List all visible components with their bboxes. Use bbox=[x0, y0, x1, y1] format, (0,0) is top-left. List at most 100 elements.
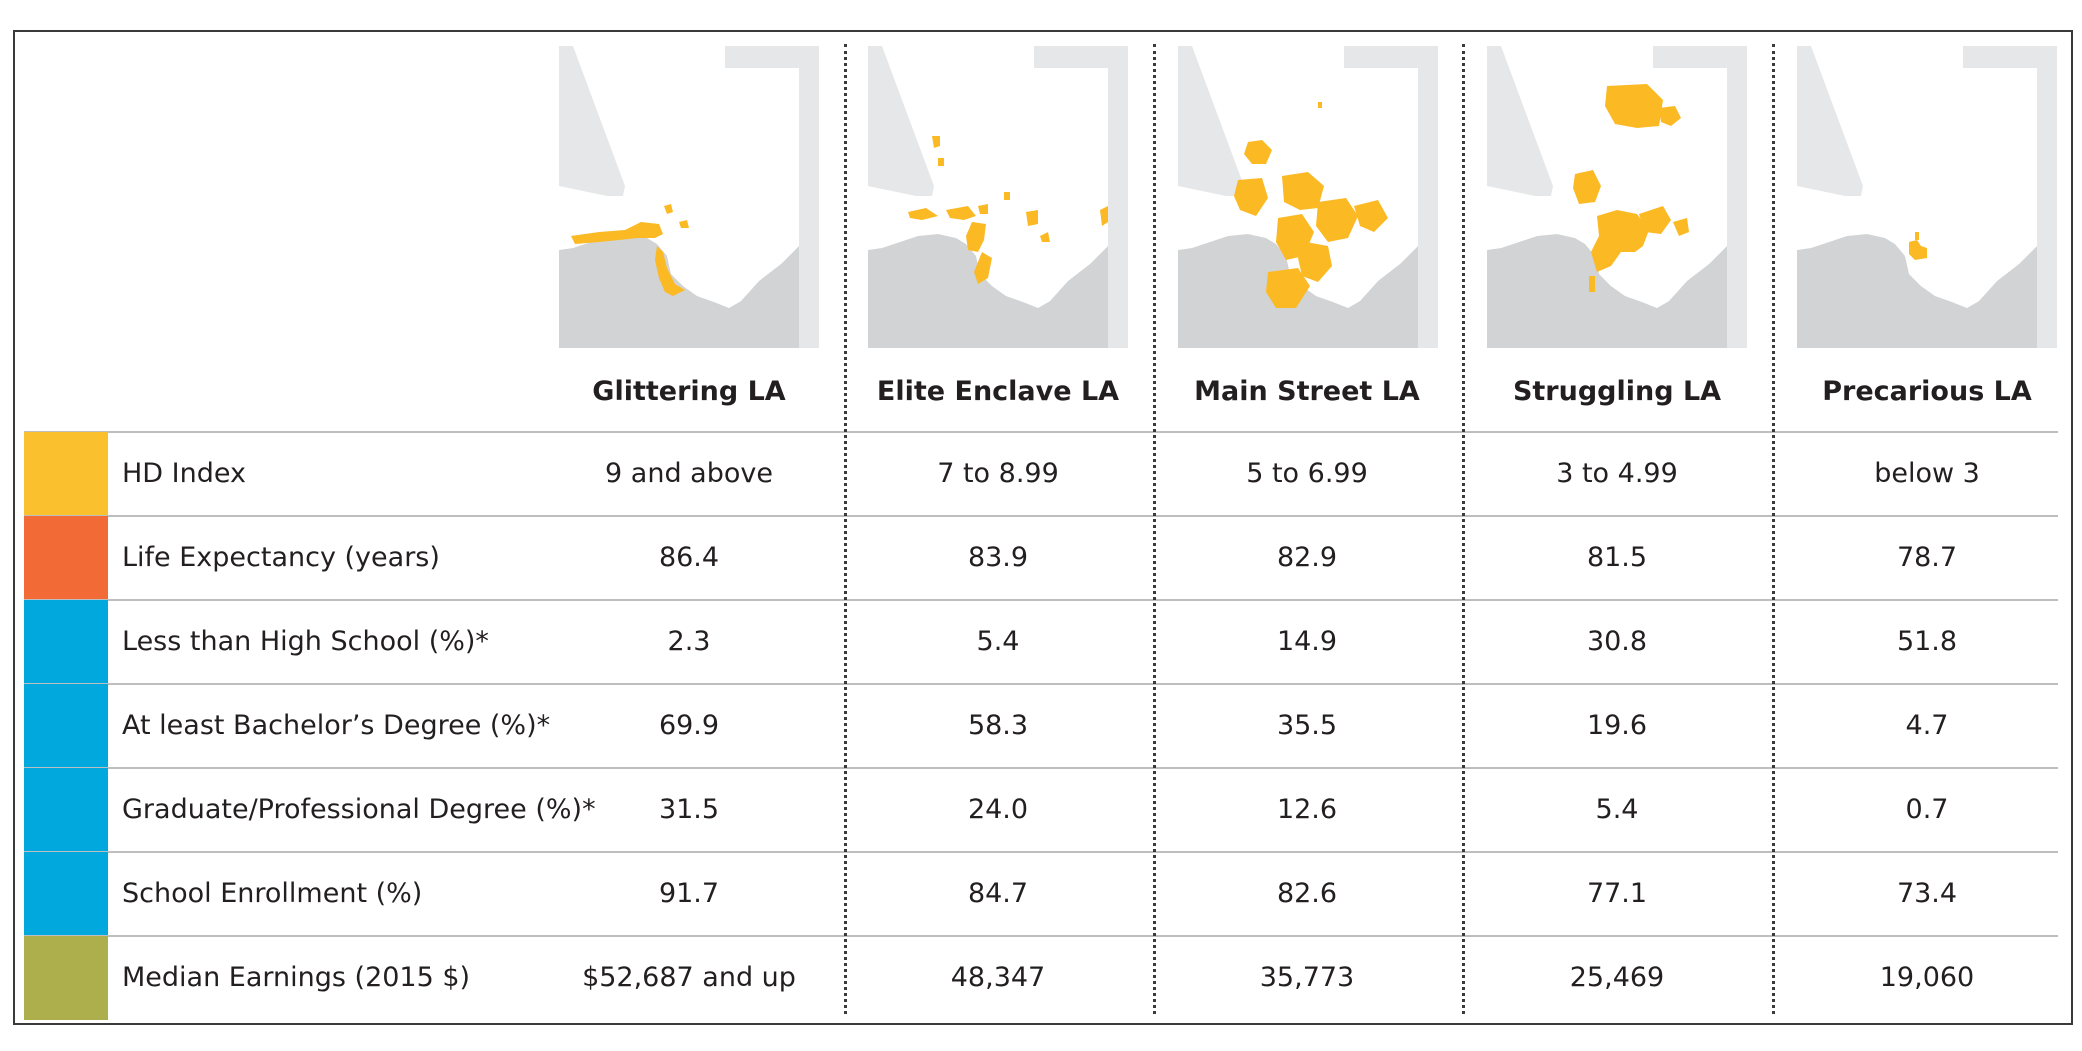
row-divider bbox=[24, 935, 2058, 937]
table-cell: 7 to 8.99 bbox=[937, 458, 1059, 489]
highlight-region bbox=[1026, 210, 1038, 226]
row-color-swatch bbox=[24, 852, 108, 936]
ocean-area bbox=[1797, 234, 2037, 348]
table-cell: 5.4 bbox=[1595, 794, 1639, 825]
highlight-region bbox=[1639, 206, 1671, 234]
table-cell: 3 to 4.99 bbox=[1556, 458, 1678, 489]
column-header: Precarious LA bbox=[1822, 376, 2032, 407]
column-divider bbox=[844, 44, 847, 1014]
highlight-region bbox=[1298, 242, 1332, 282]
highlight-region bbox=[908, 208, 938, 220]
column-divider bbox=[1462, 44, 1465, 1014]
column-divider bbox=[1153, 44, 1156, 1014]
table-row: Graduate/Professional Degree (%)* 31.5 24.… bbox=[24, 768, 2058, 852]
la-county-map-elite-enclave bbox=[868, 46, 1128, 348]
highlight-region bbox=[1282, 172, 1324, 210]
highlight-region bbox=[938, 158, 944, 166]
row-divider bbox=[24, 767, 2058, 769]
map-svg bbox=[559, 46, 799, 348]
table-cell: 30.8 bbox=[1586, 626, 1648, 657]
column-header: Main Street LA bbox=[1194, 376, 1420, 407]
highlight-region bbox=[1673, 218, 1689, 236]
highlight-region bbox=[978, 204, 988, 214]
table-cell: 35.5 bbox=[1276, 710, 1338, 741]
column-header: Struggling LA bbox=[1512, 376, 1722, 407]
table-cell: 31.5 bbox=[658, 794, 720, 825]
row-divider bbox=[24, 683, 2058, 685]
table-cell: 69.9 bbox=[658, 710, 720, 741]
highlight-region bbox=[1659, 106, 1681, 126]
map-svg bbox=[1797, 46, 2037, 348]
column-header: Glittering LA bbox=[592, 376, 786, 407]
table-cell: $52,687 and up bbox=[582, 962, 796, 993]
table-cell: below 3 bbox=[1874, 458, 1980, 489]
highlight-region bbox=[1605, 84, 1663, 128]
table-cell: 24.0 bbox=[967, 794, 1029, 825]
table-cell: 14.9 bbox=[1276, 626, 1338, 657]
row-color-swatch bbox=[24, 432, 108, 516]
map-svg bbox=[1178, 46, 1418, 348]
row-color-swatch bbox=[24, 936, 108, 1020]
table-cell: 77.1 bbox=[1586, 878, 1648, 909]
county-land bbox=[868, 46, 1108, 308]
row-label: Graduate/Professional Degree (%)* bbox=[122, 794, 596, 825]
highlight-region bbox=[1589, 276, 1595, 292]
table-cell: 78.7 bbox=[1896, 542, 1958, 573]
row-color-swatch bbox=[24, 684, 108, 768]
table-row: Less than High School (%)* 2.3 5.4 14.9 30.8… bbox=[24, 600, 2058, 684]
column-header: Elite Enclave LA bbox=[876, 376, 1120, 407]
table-cell: 58.3 bbox=[967, 710, 1029, 741]
highlight-region bbox=[1234, 178, 1268, 216]
row-divider bbox=[24, 851, 2058, 853]
table-cell: 9 and above bbox=[605, 458, 773, 489]
row-label: Median Earnings (2015 $) bbox=[122, 962, 471, 993]
la-county-map-precarious bbox=[1797, 46, 2057, 348]
highlight-region bbox=[1100, 206, 1108, 226]
row-label: Less than High School (%)* bbox=[122, 626, 489, 657]
highlight-region bbox=[679, 220, 689, 228]
highlight-region bbox=[946, 206, 976, 220]
row-label: At least Bachelor’s Degree (%)* bbox=[122, 710, 551, 741]
table-cell: 83.9 bbox=[967, 542, 1029, 573]
map-svg bbox=[1487, 46, 1727, 348]
la-county-map-struggling bbox=[1487, 46, 1747, 348]
county-land bbox=[559, 46, 799, 308]
highlight-region bbox=[1266, 268, 1310, 308]
table-row: School Enrollment (%) 91.7 84.7 82.6 77.1 73.… bbox=[24, 852, 2058, 936]
ocean-area bbox=[1487, 234, 1727, 348]
table-cell: 4.7 bbox=[1905, 710, 1949, 741]
row-color-swatch bbox=[24, 768, 108, 852]
table-cell: 35,773 bbox=[1259, 962, 1355, 993]
table-row: At least Bachelor’s Degree (%)* 69.9 58.3 3… bbox=[24, 684, 2058, 768]
table-cell: 81.5 bbox=[1586, 542, 1648, 573]
map-svg bbox=[868, 46, 1108, 348]
highlight-region bbox=[1573, 170, 1601, 204]
table-cell: 5 to 6.99 bbox=[1246, 458, 1368, 489]
highlight-region bbox=[1591, 210, 1649, 272]
table-cell: 86.4 bbox=[658, 542, 720, 573]
table-cell: 73.4 bbox=[1896, 878, 1958, 909]
table-cell: 25,469 bbox=[1569, 962, 1665, 993]
highlight-region bbox=[1915, 232, 1919, 240]
table-row: HD Index 9 and above 7 to 8.99 5 to 6.99 3 t… bbox=[24, 432, 2058, 516]
table-cell: 82.9 bbox=[1276, 542, 1338, 573]
column-divider bbox=[1772, 44, 1775, 1014]
table-cell: 0.7 bbox=[1905, 794, 1949, 825]
row-divider bbox=[24, 599, 2058, 601]
row-divider bbox=[24, 431, 2058, 433]
table-cell: 84.7 bbox=[967, 878, 1029, 909]
highlight-region bbox=[966, 222, 986, 252]
table-cell: 82.6 bbox=[1276, 878, 1338, 909]
highlight-region bbox=[1316, 198, 1358, 242]
table-cell: 2.3 bbox=[667, 626, 711, 657]
highlight-region bbox=[1244, 140, 1272, 164]
highlight-region bbox=[974, 252, 992, 284]
table-cell: 91.7 bbox=[658, 878, 720, 909]
highlight-region bbox=[932, 136, 940, 148]
row-label: School Enrollment (%) bbox=[122, 878, 423, 909]
la-county-map-main-street bbox=[1178, 46, 1438, 348]
la-county-map-glittering bbox=[559, 46, 819, 348]
highlight-region bbox=[571, 222, 663, 244]
table-frame bbox=[13, 30, 2073, 1025]
row-divider bbox=[24, 515, 2058, 517]
